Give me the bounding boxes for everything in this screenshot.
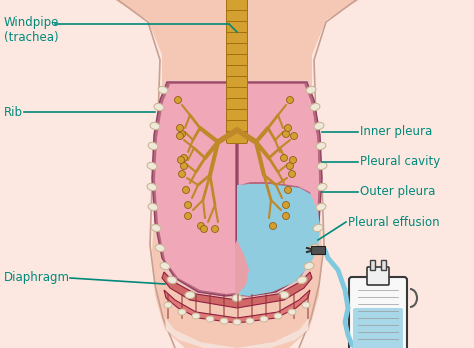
Polygon shape — [152, 82, 237, 296]
FancyBboxPatch shape — [367, 267, 389, 285]
Circle shape — [184, 213, 191, 220]
Ellipse shape — [260, 316, 268, 322]
Text: Pleural effusion: Pleural effusion — [348, 215, 439, 229]
Circle shape — [211, 226, 219, 232]
Polygon shape — [239, 84, 319, 210]
Ellipse shape — [288, 309, 296, 315]
FancyBboxPatch shape — [227, 55, 247, 66]
FancyBboxPatch shape — [227, 132, 247, 143]
FancyBboxPatch shape — [227, 44, 247, 55]
Ellipse shape — [309, 244, 319, 252]
Ellipse shape — [148, 142, 158, 150]
Circle shape — [181, 163, 188, 169]
Text: Windpipe
(trachea): Windpipe (trachea) — [4, 16, 59, 44]
Polygon shape — [165, 318, 309, 348]
Text: Inner pleura: Inner pleura — [360, 126, 432, 139]
Circle shape — [198, 222, 204, 229]
Ellipse shape — [246, 318, 254, 324]
Polygon shape — [225, 240, 249, 295]
Circle shape — [283, 201, 290, 208]
Circle shape — [179, 171, 185, 177]
Polygon shape — [156, 80, 318, 305]
Circle shape — [286, 96, 293, 103]
Ellipse shape — [167, 276, 177, 284]
Text: Outer pleura: Outer pleura — [360, 185, 436, 198]
FancyBboxPatch shape — [227, 22, 247, 33]
Polygon shape — [155, 84, 235, 294]
FancyBboxPatch shape — [227, 0, 247, 11]
Ellipse shape — [147, 163, 157, 169]
Ellipse shape — [147, 183, 157, 191]
Circle shape — [201, 226, 208, 232]
Circle shape — [283, 213, 290, 220]
Circle shape — [270, 222, 276, 229]
FancyBboxPatch shape — [227, 77, 247, 88]
Circle shape — [283, 130, 290, 137]
FancyBboxPatch shape — [227, 65, 247, 78]
Ellipse shape — [178, 309, 186, 315]
Ellipse shape — [155, 244, 165, 252]
FancyBboxPatch shape — [227, 98, 247, 111]
Ellipse shape — [233, 319, 241, 325]
Ellipse shape — [274, 313, 282, 319]
Ellipse shape — [297, 276, 307, 284]
Text: Diaphragm: Diaphragm — [4, 271, 70, 285]
Ellipse shape — [314, 122, 324, 129]
Ellipse shape — [317, 163, 327, 169]
Ellipse shape — [150, 122, 160, 129]
Circle shape — [284, 187, 292, 193]
Polygon shape — [237, 82, 322, 296]
Circle shape — [284, 125, 292, 132]
Ellipse shape — [154, 103, 164, 111]
Ellipse shape — [317, 183, 327, 191]
Ellipse shape — [304, 262, 314, 270]
Circle shape — [291, 133, 298, 140]
Bar — [370, 260, 375, 270]
Circle shape — [184, 201, 191, 208]
Circle shape — [290, 157, 297, 164]
Polygon shape — [164, 290, 310, 323]
Ellipse shape — [160, 262, 170, 270]
Circle shape — [176, 125, 183, 132]
FancyBboxPatch shape — [227, 120, 247, 133]
Circle shape — [177, 157, 184, 164]
Ellipse shape — [192, 313, 200, 319]
FancyBboxPatch shape — [349, 277, 407, 348]
Ellipse shape — [306, 86, 316, 94]
Bar — [311, 246, 325, 254]
Circle shape — [289, 171, 295, 177]
FancyBboxPatch shape — [227, 32, 247, 45]
Ellipse shape — [158, 86, 168, 94]
Polygon shape — [237, 184, 320, 296]
Ellipse shape — [206, 316, 214, 322]
FancyBboxPatch shape — [353, 308, 403, 348]
Text: Pleural cavity: Pleural cavity — [360, 156, 440, 168]
Circle shape — [281, 155, 288, 161]
Circle shape — [181, 155, 188, 161]
Ellipse shape — [148, 203, 158, 211]
Ellipse shape — [185, 292, 195, 299]
FancyBboxPatch shape — [227, 10, 247, 23]
Ellipse shape — [232, 294, 242, 301]
Polygon shape — [162, 272, 312, 308]
Ellipse shape — [313, 224, 323, 232]
FancyBboxPatch shape — [227, 110, 247, 121]
Text: Rib: Rib — [4, 105, 23, 119]
Bar — [381, 260, 386, 270]
Ellipse shape — [164, 302, 172, 308]
Circle shape — [174, 96, 182, 103]
FancyBboxPatch shape — [227, 87, 247, 100]
Ellipse shape — [316, 203, 326, 211]
Circle shape — [176, 133, 183, 140]
Ellipse shape — [151, 224, 161, 232]
Circle shape — [182, 187, 190, 193]
Ellipse shape — [302, 302, 310, 308]
Ellipse shape — [220, 318, 228, 324]
Circle shape — [286, 163, 293, 169]
Circle shape — [179, 130, 185, 137]
Polygon shape — [239, 84, 319, 210]
Ellipse shape — [279, 292, 289, 299]
Polygon shape — [115, 0, 359, 348]
Ellipse shape — [310, 103, 320, 111]
